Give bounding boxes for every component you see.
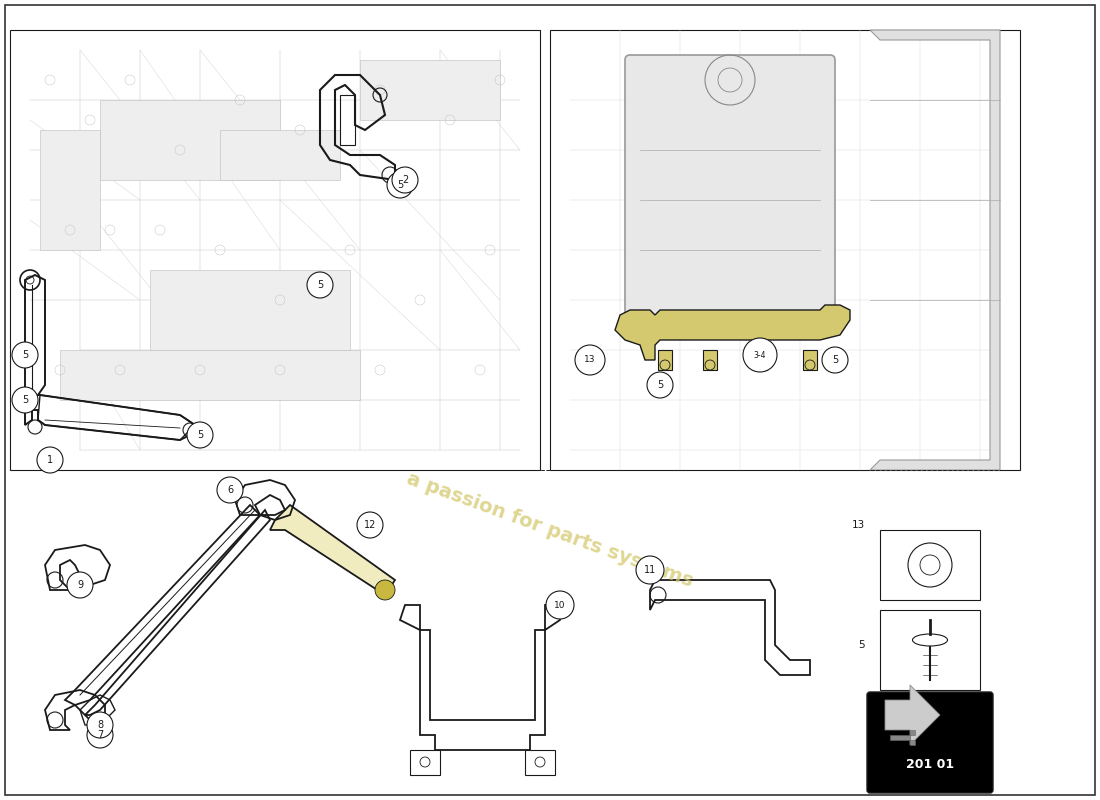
Circle shape (742, 338, 777, 372)
Text: 5: 5 (397, 180, 403, 190)
Text: 3-4: 3-4 (754, 350, 767, 359)
FancyBboxPatch shape (625, 55, 835, 325)
Polygon shape (886, 685, 940, 745)
Text: 5: 5 (657, 380, 663, 390)
Text: 5: 5 (832, 355, 838, 365)
Text: 7: 7 (97, 730, 103, 740)
Text: 6: 6 (227, 485, 233, 495)
Polygon shape (890, 730, 915, 745)
Text: 11: 11 (644, 565, 656, 575)
Bar (754, 350, 767, 370)
Text: 12: 12 (364, 520, 376, 530)
Bar (150, 270, 350, 350)
Ellipse shape (913, 634, 947, 646)
Text: 2: 2 (402, 175, 408, 185)
Bar (658, 350, 672, 370)
Polygon shape (870, 30, 1000, 470)
Bar (410, 750, 440, 775)
Bar (703, 350, 717, 370)
Text: 1: 1 (47, 455, 53, 465)
Bar (550, 30, 1020, 470)
Bar (220, 130, 340, 180)
Bar (525, 750, 556, 775)
Polygon shape (270, 505, 395, 595)
Text: 5: 5 (197, 430, 204, 440)
Circle shape (37, 447, 63, 473)
Bar (10, 30, 540, 470)
Bar (360, 60, 500, 120)
FancyBboxPatch shape (867, 692, 993, 793)
Text: 8: 8 (97, 720, 103, 730)
Circle shape (358, 512, 383, 538)
Circle shape (12, 342, 39, 368)
Bar (100, 100, 280, 180)
Circle shape (87, 722, 113, 748)
Bar (60, 350, 360, 400)
Text: 5: 5 (22, 395, 29, 405)
Bar (803, 350, 817, 370)
Bar (880, 530, 980, 600)
Circle shape (392, 167, 418, 193)
Circle shape (822, 347, 848, 373)
Circle shape (636, 556, 664, 584)
Circle shape (307, 272, 333, 298)
Circle shape (647, 372, 673, 398)
Text: 201 01: 201 01 (906, 758, 954, 771)
Circle shape (375, 580, 395, 600)
Circle shape (187, 422, 213, 448)
Text: 5: 5 (317, 280, 323, 290)
Polygon shape (615, 305, 850, 360)
Circle shape (546, 591, 574, 619)
Circle shape (87, 712, 113, 738)
Text: a passion for parts systems: a passion for parts systems (404, 469, 696, 591)
Text: 5: 5 (22, 350, 29, 360)
Circle shape (217, 477, 243, 503)
Text: 13: 13 (851, 520, 865, 530)
Bar (40, 130, 100, 250)
Text: 10: 10 (554, 601, 565, 610)
Circle shape (575, 345, 605, 375)
Circle shape (12, 387, 39, 413)
Circle shape (387, 172, 412, 198)
Text: 9: 9 (77, 580, 84, 590)
Text: 5: 5 (858, 640, 865, 650)
Text: 13: 13 (584, 355, 596, 365)
Bar (880, 610, 980, 690)
Circle shape (67, 572, 94, 598)
